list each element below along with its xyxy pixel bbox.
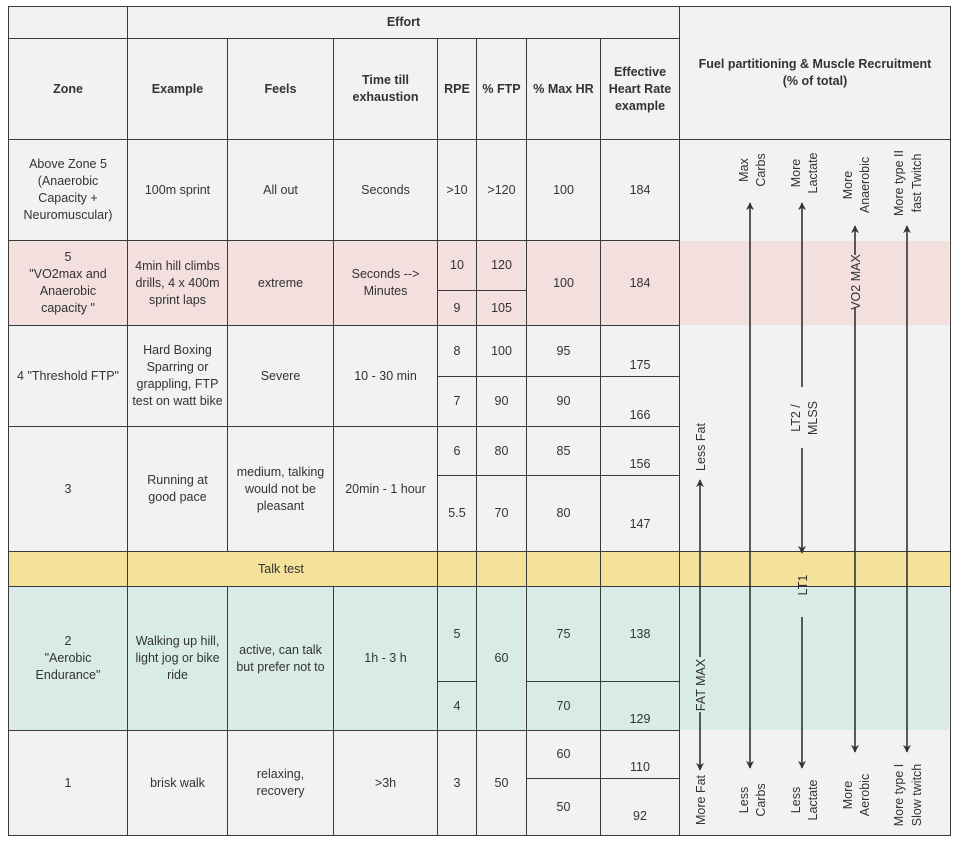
zone-cell: 1 bbox=[8, 730, 128, 836]
table-row: Above Zone 5 (Anaerobic Capacity + Neuro… bbox=[8, 139, 951, 552]
col-time: Time till exhaustion bbox=[333, 38, 438, 140]
rpe-cell: >10 bbox=[437, 139, 477, 241]
zone-cell: Above Zone 5 (Anaerobic Capacity + Neuro… bbox=[8, 139, 128, 241]
col-maxhr: % Max HR bbox=[526, 38, 601, 140]
time-cell: 10 - 30 min bbox=[333, 325, 438, 427]
feels-cell: extreme bbox=[227, 240, 334, 326]
feels-cell: medium, talking would not be pleasant bbox=[227, 426, 334, 552]
table-row: 5 "VO2max and Anaerobic capacity " 4min … bbox=[8, 240, 951, 326]
ftp-cell: 70 bbox=[476, 475, 527, 552]
hr-cell: 129 bbox=[600, 681, 680, 731]
table-row: 4 70 129 bbox=[9, 681, 951, 731]
green-band bbox=[680, 587, 949, 730]
feels-cell: Severe bbox=[227, 325, 334, 427]
col-rpe: RPE bbox=[437, 38, 477, 140]
maxhr-cell: 90 bbox=[526, 376, 601, 427]
rpe-cell: 10 bbox=[437, 240, 477, 291]
col-zone: Zone bbox=[8, 38, 128, 140]
zone-cell: 2 "Aerobic Endurance" bbox=[8, 586, 128, 731]
col-feels: Feels bbox=[227, 38, 334, 140]
example-cell: Hard Boxing Sparring or grappling, FTP t… bbox=[127, 325, 228, 427]
effort-header: Effort bbox=[127, 6, 680, 39]
example-cell: brisk walk bbox=[127, 730, 228, 836]
talk-test-row: Talk test bbox=[8, 551, 951, 587]
empty-cell bbox=[526, 551, 601, 587]
table-row: 9 105 bbox=[9, 290, 951, 326]
hr-cell: 147 bbox=[600, 475, 680, 552]
ftp-cell: 60 bbox=[476, 586, 527, 731]
example-cell: 100m sprint bbox=[127, 139, 228, 241]
table-row: 5.5 70 80 147 bbox=[9, 475, 951, 552]
maxhr-cell: 100 bbox=[526, 139, 601, 241]
fuel-panel-upper bbox=[679, 139, 951, 552]
corner-cell bbox=[8, 6, 128, 39]
time-cell: Seconds bbox=[333, 139, 438, 241]
rpe-cell: 5.5 bbox=[437, 475, 477, 552]
pink-band bbox=[680, 241, 949, 325]
ftp-cell: 90 bbox=[476, 376, 527, 427]
rpe-cell: 3 bbox=[437, 730, 477, 836]
hr-cell: 138 bbox=[600, 586, 680, 682]
hr-cell: 110 bbox=[600, 730, 680, 779]
feels-cell: All out bbox=[227, 139, 334, 241]
hr-cell: 184 bbox=[600, 240, 680, 326]
hr-cell: 166 bbox=[600, 376, 680, 427]
example-cell: Running at good pace bbox=[127, 426, 228, 552]
fuel-panel-talk bbox=[679, 551, 951, 587]
maxhr-cell: 70 bbox=[526, 681, 601, 731]
col-hr: Effective Heart Rate example bbox=[600, 38, 680, 140]
maxhr-cell: 60 bbox=[526, 730, 601, 779]
time-cell: >3h bbox=[333, 730, 438, 836]
training-zones-table: Effort Fuel partitioning & Muscle Recrui… bbox=[8, 6, 951, 836]
empty-cell bbox=[600, 551, 680, 587]
ftp-cell: 50 bbox=[476, 730, 527, 836]
empty-cell bbox=[476, 551, 527, 587]
rpe-cell: 8 bbox=[437, 325, 477, 377]
col-ftp: % FTP bbox=[476, 38, 527, 140]
ftp-cell: >120 bbox=[476, 139, 527, 241]
feels-cell: relaxing, recovery bbox=[227, 730, 334, 836]
zone-cell: 5 "VO2max and Anaerobic capacity " bbox=[8, 240, 128, 326]
hr-cell: 184 bbox=[600, 139, 680, 241]
table-row: 3 Running at good pace medium, talking w… bbox=[8, 426, 951, 552]
table-row: 1 brisk walk relaxing, recovery >3h 3 50… bbox=[8, 730, 951, 836]
col-example: Example bbox=[127, 38, 228, 140]
ftp-cell: 105 bbox=[476, 290, 527, 326]
hr-cell: 92 bbox=[600, 778, 680, 836]
maxhr-cell: 85 bbox=[526, 426, 601, 476]
hr-cell: 156 bbox=[600, 426, 680, 476]
ftp-cell: 120 bbox=[476, 240, 527, 291]
table-row: 50 92 bbox=[9, 778, 951, 836]
table-row: 4 "Threshold FTP" Hard Boxing Sparring o… bbox=[8, 325, 951, 427]
ftp-cell: 80 bbox=[476, 426, 527, 476]
hr-cell: 175 bbox=[600, 325, 680, 377]
time-cell: 20min - 1 hour bbox=[333, 426, 438, 552]
empty-cell bbox=[8, 551, 128, 587]
feels-cell: active, can talk but prefer not to bbox=[227, 586, 334, 731]
ftp-cell: 100 bbox=[476, 325, 527, 377]
maxhr-cell: 95 bbox=[526, 325, 601, 377]
empty-cell bbox=[437, 551, 477, 587]
rpe-cell: 5 bbox=[437, 586, 477, 682]
maxhr-cell: 50 bbox=[526, 778, 601, 836]
maxhr-cell: 100 bbox=[526, 240, 601, 326]
example-cell: 4min hill climbs drills, 4 x 400m sprint… bbox=[127, 240, 228, 326]
zone-cell: 3 bbox=[8, 426, 128, 552]
time-cell: 1h - 3 h bbox=[333, 586, 438, 731]
maxhr-cell: 80 bbox=[526, 475, 601, 552]
fuel-header: Fuel partitioning & Muscle Recruitment (… bbox=[679, 6, 951, 140]
rpe-cell: 6 bbox=[437, 426, 477, 476]
maxhr-cell: 75 bbox=[526, 586, 601, 682]
zone-cell: 4 "Threshold FTP" bbox=[8, 325, 128, 427]
rpe-cell: 7 bbox=[437, 376, 477, 427]
time-cell: Seconds --> Minutes bbox=[333, 240, 438, 326]
example-cell: Walking up hill, light jog or bike ride bbox=[127, 586, 228, 731]
rpe-cell: 9 bbox=[437, 290, 477, 326]
rpe-cell: 4 bbox=[437, 681, 477, 731]
talk-test-label: Talk test bbox=[127, 551, 438, 587]
